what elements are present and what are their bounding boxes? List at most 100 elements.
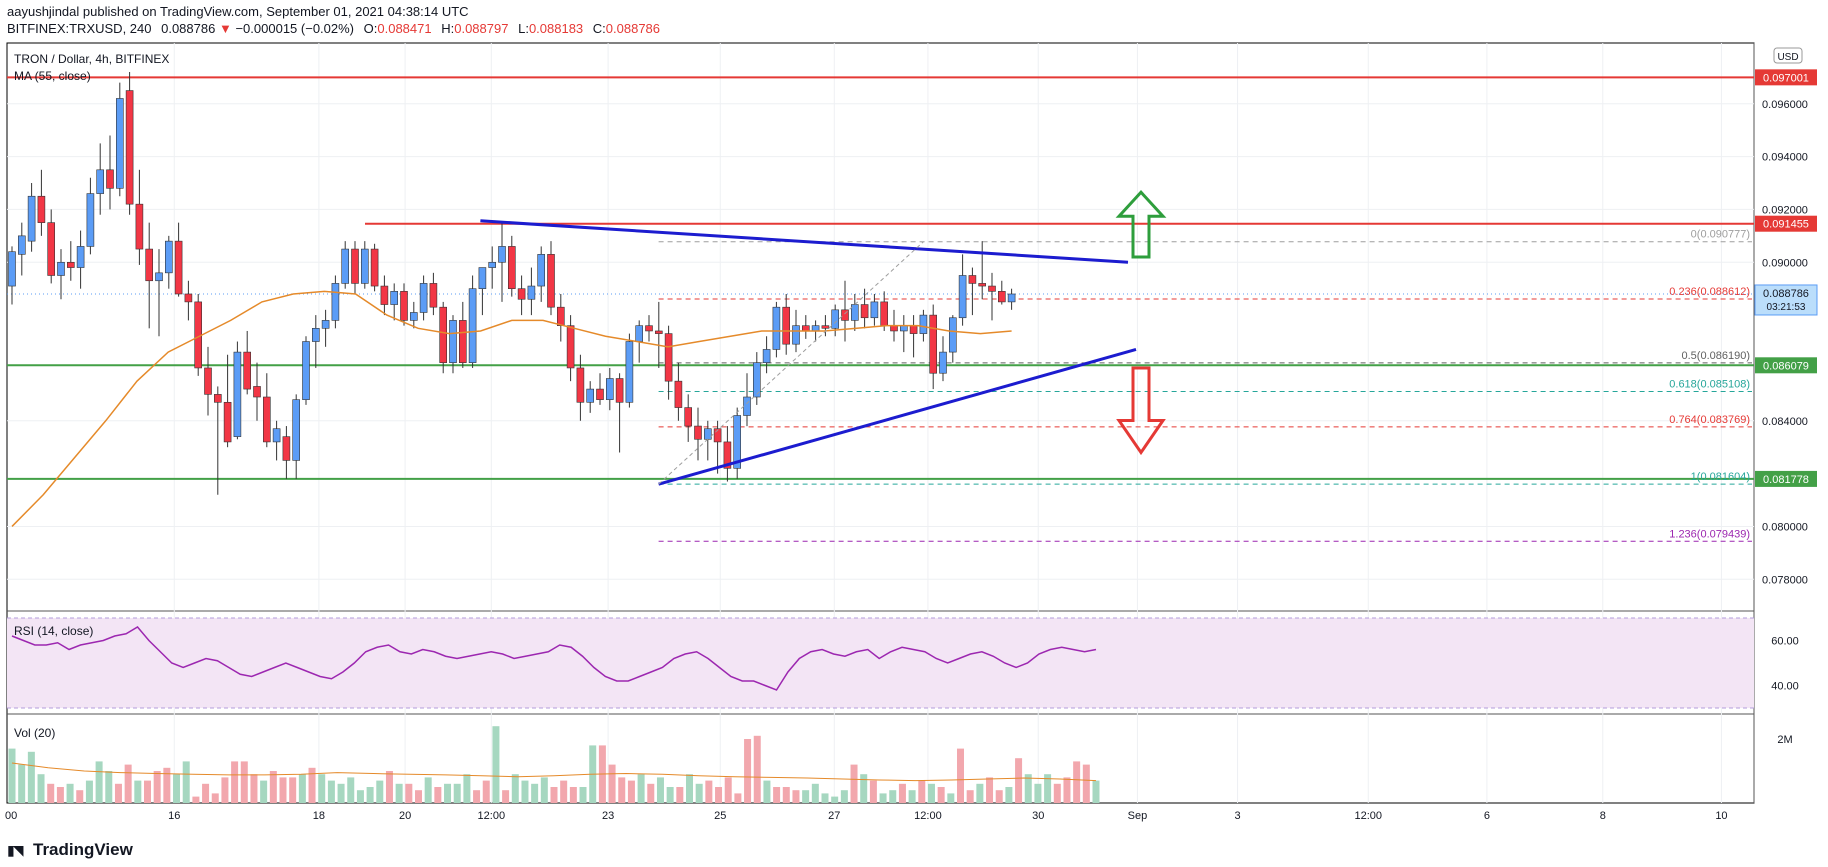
rsi-band bbox=[7, 617, 1754, 709]
candle-down bbox=[674, 380, 683, 408]
chart-title: TRON / Dollar, 4h, BITFINEX bbox=[14, 52, 169, 66]
volume-bar bbox=[734, 793, 742, 803]
candle-down bbox=[978, 283, 987, 287]
candle-up bbox=[733, 415, 742, 469]
candle-down bbox=[880, 301, 889, 326]
candle-up bbox=[1007, 293, 1016, 303]
candle-up bbox=[233, 351, 242, 437]
volume-bar bbox=[211, 793, 219, 803]
volume-bar bbox=[231, 761, 239, 803]
volume-bar bbox=[918, 780, 926, 803]
volume-bar bbox=[114, 783, 122, 803]
candle-down bbox=[909, 325, 918, 334]
volume-bar bbox=[482, 780, 490, 803]
volume-bar bbox=[1024, 774, 1032, 803]
price-chart[interactable]: 0(0.090777)0.236(0.088612)0.5(0.086190)0… bbox=[0, 40, 1828, 850]
volume-bar bbox=[453, 783, 461, 803]
volume-bar bbox=[686, 774, 693, 803]
volume-bar bbox=[531, 783, 539, 803]
volume-bar bbox=[821, 793, 829, 803]
volume-bar bbox=[753, 735, 761, 803]
volume-bar bbox=[860, 774, 868, 803]
candle-up bbox=[870, 301, 879, 319]
volume-bar bbox=[298, 774, 306, 803]
volume-bar bbox=[269, 771, 277, 803]
low-label: L: bbox=[518, 21, 529, 36]
support-price-label: 0.081778 bbox=[1763, 474, 1809, 486]
candle-down bbox=[654, 330, 663, 334]
x-tick-label: 12:00 bbox=[1354, 810, 1382, 822]
candle-down bbox=[243, 351, 251, 390]
volume-bar bbox=[337, 783, 345, 803]
high-value: 0.088797 bbox=[454, 21, 509, 36]
volume-bar bbox=[356, 790, 364, 803]
candle-down bbox=[253, 386, 261, 398]
candle-down bbox=[282, 436, 291, 461]
volume-bar bbox=[695, 783, 703, 803]
volume-bar bbox=[637, 774, 645, 803]
volume-bar bbox=[66, 783, 74, 803]
candle-up bbox=[27, 195, 36, 242]
last-price-label: 0.088786 bbox=[1763, 288, 1809, 300]
candle-up bbox=[8, 251, 16, 287]
volume-bar bbox=[385, 771, 393, 803]
volume-bar bbox=[47, 783, 55, 803]
volume-bar bbox=[618, 777, 626, 803]
price-change: −0.000015 (−0.02%) bbox=[235, 21, 355, 36]
currency-badge bbox=[1773, 47, 1803, 64]
volume-bar bbox=[521, 780, 529, 803]
close-label: C: bbox=[592, 21, 606, 36]
currency-label: USD bbox=[1777, 52, 1798, 63]
candle-up bbox=[360, 248, 369, 284]
candle-up bbox=[86, 193, 95, 247]
volume-bar bbox=[957, 748, 964, 803]
candle-up bbox=[321, 320, 330, 329]
candle-down bbox=[517, 288, 526, 300]
x-tick-label: 20 bbox=[399, 810, 411, 822]
axis: 00 16 18 20 12:00 23 25 27 12:00 30 Sep 3 12:00 6 8 10 1… bbox=[5, 69, 1818, 822]
candles bbox=[8, 72, 1016, 495]
resistance-price-label: 0.097001 bbox=[1763, 72, 1809, 84]
candle-up bbox=[625, 341, 634, 403]
high-label: H: bbox=[441, 21, 455, 36]
volume-bar bbox=[415, 790, 422, 803]
candle-up bbox=[919, 314, 928, 334]
x-tick-label: 16 bbox=[168, 810, 180, 822]
support-price-tag bbox=[1755, 357, 1817, 374]
candle-down bbox=[664, 333, 673, 382]
volume-bar bbox=[676, 787, 684, 803]
fib-level-label: 0.5(0.086190) bbox=[1682, 350, 1751, 362]
volume-bar bbox=[18, 764, 26, 803]
candle-down bbox=[380, 285, 389, 305]
volume-bar bbox=[8, 748, 16, 803]
candle-down bbox=[997, 291, 1006, 303]
candle-up bbox=[498, 246, 506, 263]
volume-bar bbox=[802, 790, 810, 803]
volume-bars bbox=[8, 726, 1100, 803]
volume-ma-line bbox=[11, 762, 1097, 782]
volume-bar bbox=[1005, 787, 1013, 803]
rsi-background bbox=[7, 618, 1754, 708]
candle-down bbox=[135, 203, 144, 250]
volume-bar bbox=[579, 787, 587, 803]
candle-down bbox=[429, 283, 438, 308]
triangle-down-icon: ▼ bbox=[218, 21, 232, 36]
volume-bar bbox=[1073, 761, 1081, 803]
volume-bar bbox=[898, 783, 906, 803]
volume-bar bbox=[627, 780, 635, 803]
countdown-label: 03:21:53 bbox=[1767, 302, 1806, 313]
y-tick-label: 0.078000 bbox=[1762, 574, 1808, 586]
volume-bar bbox=[1044, 774, 1052, 803]
y-tick-label: 0.094000 bbox=[1762, 152, 1808, 164]
volume-bar bbox=[250, 774, 258, 803]
y-tick-label: 0.096000 bbox=[1762, 99, 1808, 111]
volume-bar bbox=[85, 780, 93, 803]
tradingview-branding: ▮◥ TradingView bbox=[7, 840, 133, 860]
volume-bar bbox=[27, 751, 35, 803]
ma-legend: MA (55, close) bbox=[14, 69, 91, 83]
resistance-price-label: 0.091455 bbox=[1763, 219, 1809, 231]
volume-bar bbox=[144, 780, 151, 803]
volume-bar bbox=[395, 783, 403, 803]
volume-bar bbox=[76, 790, 84, 803]
overlay bbox=[11, 190, 1167, 527]
